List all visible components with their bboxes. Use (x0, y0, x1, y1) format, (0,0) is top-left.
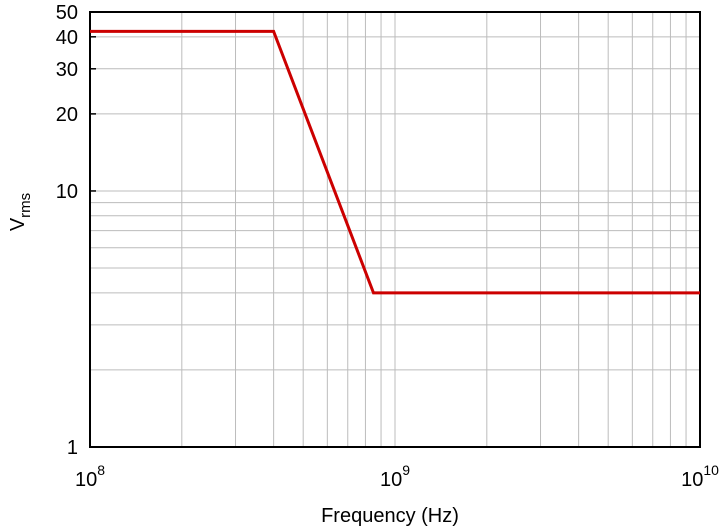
y-axis-title-sub: rms (17, 193, 34, 218)
y-tick-label: 10 (56, 181, 78, 203)
plot-frame (89, 11, 701, 448)
x-axis-title: Frequency (Hz) (321, 505, 459, 527)
y-tick-label: 40 (56, 27, 78, 49)
y-tick-label: 1 (67, 437, 78, 459)
x-tick-label-base: 10 (380, 469, 402, 491)
y-tick-label: 20 (56, 104, 78, 126)
y-tick-label: 30 (56, 59, 78, 81)
x-tick-label-base: 10 (75, 469, 97, 491)
y-axis-title-main: V (7, 217, 29, 231)
y-axis-title: Vrms (7, 193, 34, 231)
x-tick-label-exponent: 9 (402, 462, 410, 478)
x-tick-label-exponent: 8 (97, 462, 105, 478)
x-tick-label: 1010 (681, 462, 719, 491)
series-layer (90, 29, 700, 295)
x-tick-label-exponent: 10 (703, 462, 719, 478)
series-line (90, 29, 700, 295)
x-tick-label-base: 10 (681, 469, 703, 491)
x-tick-label: 108 (75, 462, 105, 491)
y-axis-ticks: 1 10 20 30 40 50 (56, 2, 96, 459)
x-axis-ticks: 108 109 1010 (75, 462, 719, 491)
grid (90, 12, 700, 447)
x-tick-label: 109 (380, 462, 410, 491)
y-tick-label: 50 (56, 2, 78, 24)
